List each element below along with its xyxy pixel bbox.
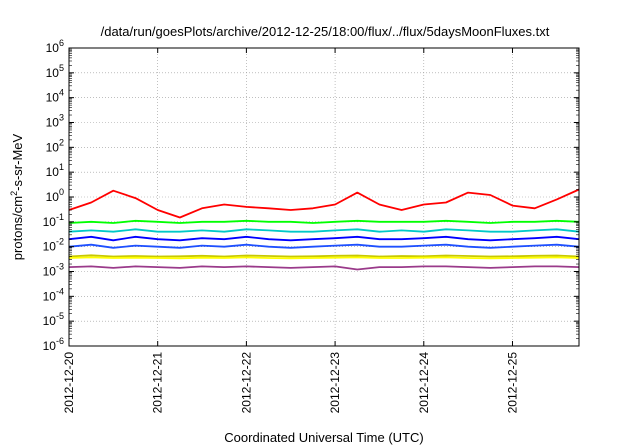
series-lines [68, 188, 580, 271]
series-line-7 [68, 256, 580, 260]
y-tick-label: 10-2 [43, 237, 64, 254]
y-tick-label: 10-5 [43, 311, 64, 328]
y-tick-label: 105 [46, 63, 64, 80]
series-line-8 [68, 265, 580, 271]
y-tick-label: 10-1 [43, 212, 64, 229]
series-line-2 [68, 219, 580, 224]
y-tick-label: 101 [46, 162, 64, 179]
x-tick-label: 2012-12-22 [239, 352, 253, 414]
x-tick-label: 2012-12-23 [328, 352, 342, 414]
y-tick-label: 103 [46, 113, 64, 130]
series-line-3 [68, 228, 580, 233]
y-tick-label: 106 [46, 38, 64, 55]
chart-title: /data/run/goesPlots/archive/2012-12-25/1… [101, 24, 550, 39]
y-tick-label: 10-4 [43, 286, 64, 303]
y-tick-label: 10-6 [43, 336, 64, 353]
y-tick-label: 104 [46, 88, 64, 105]
tick-marks [68, 47, 579, 347]
y-tick-labels: 10-6 10-5 10-4 10-3 10-2 10-1 100 101 102 103 104 1… [43, 38, 64, 353]
y-tick-label: 100 [46, 187, 64, 204]
y-axis-label: protons/cm2-s-sr-MeV [9, 133, 25, 260]
series-line-4 [68, 235, 580, 242]
series-line-5 [68, 243, 580, 249]
series-line-6 [68, 254, 580, 258]
y-tick-label: 102 [46, 137, 64, 154]
y-tick-label: 10-3 [43, 262, 64, 279]
x-tick-labels: 2012-12-20 2012-12-21 2012-12-22 2012-12-23… [62, 352, 519, 414]
x-tick-label: 2012-12-20 [62, 352, 76, 414]
series-line-1 [68, 188, 580, 219]
x-tick-label: 2012-12-24 [417, 352, 431, 414]
x-axis-label: Coordinated Universal Time (UTC) [224, 430, 423, 445]
grid-lines [69, 48, 579, 346]
x-tick-label: 2012-12-25 [505, 352, 519, 414]
x-tick-label: 2012-12-21 [151, 352, 165, 414]
